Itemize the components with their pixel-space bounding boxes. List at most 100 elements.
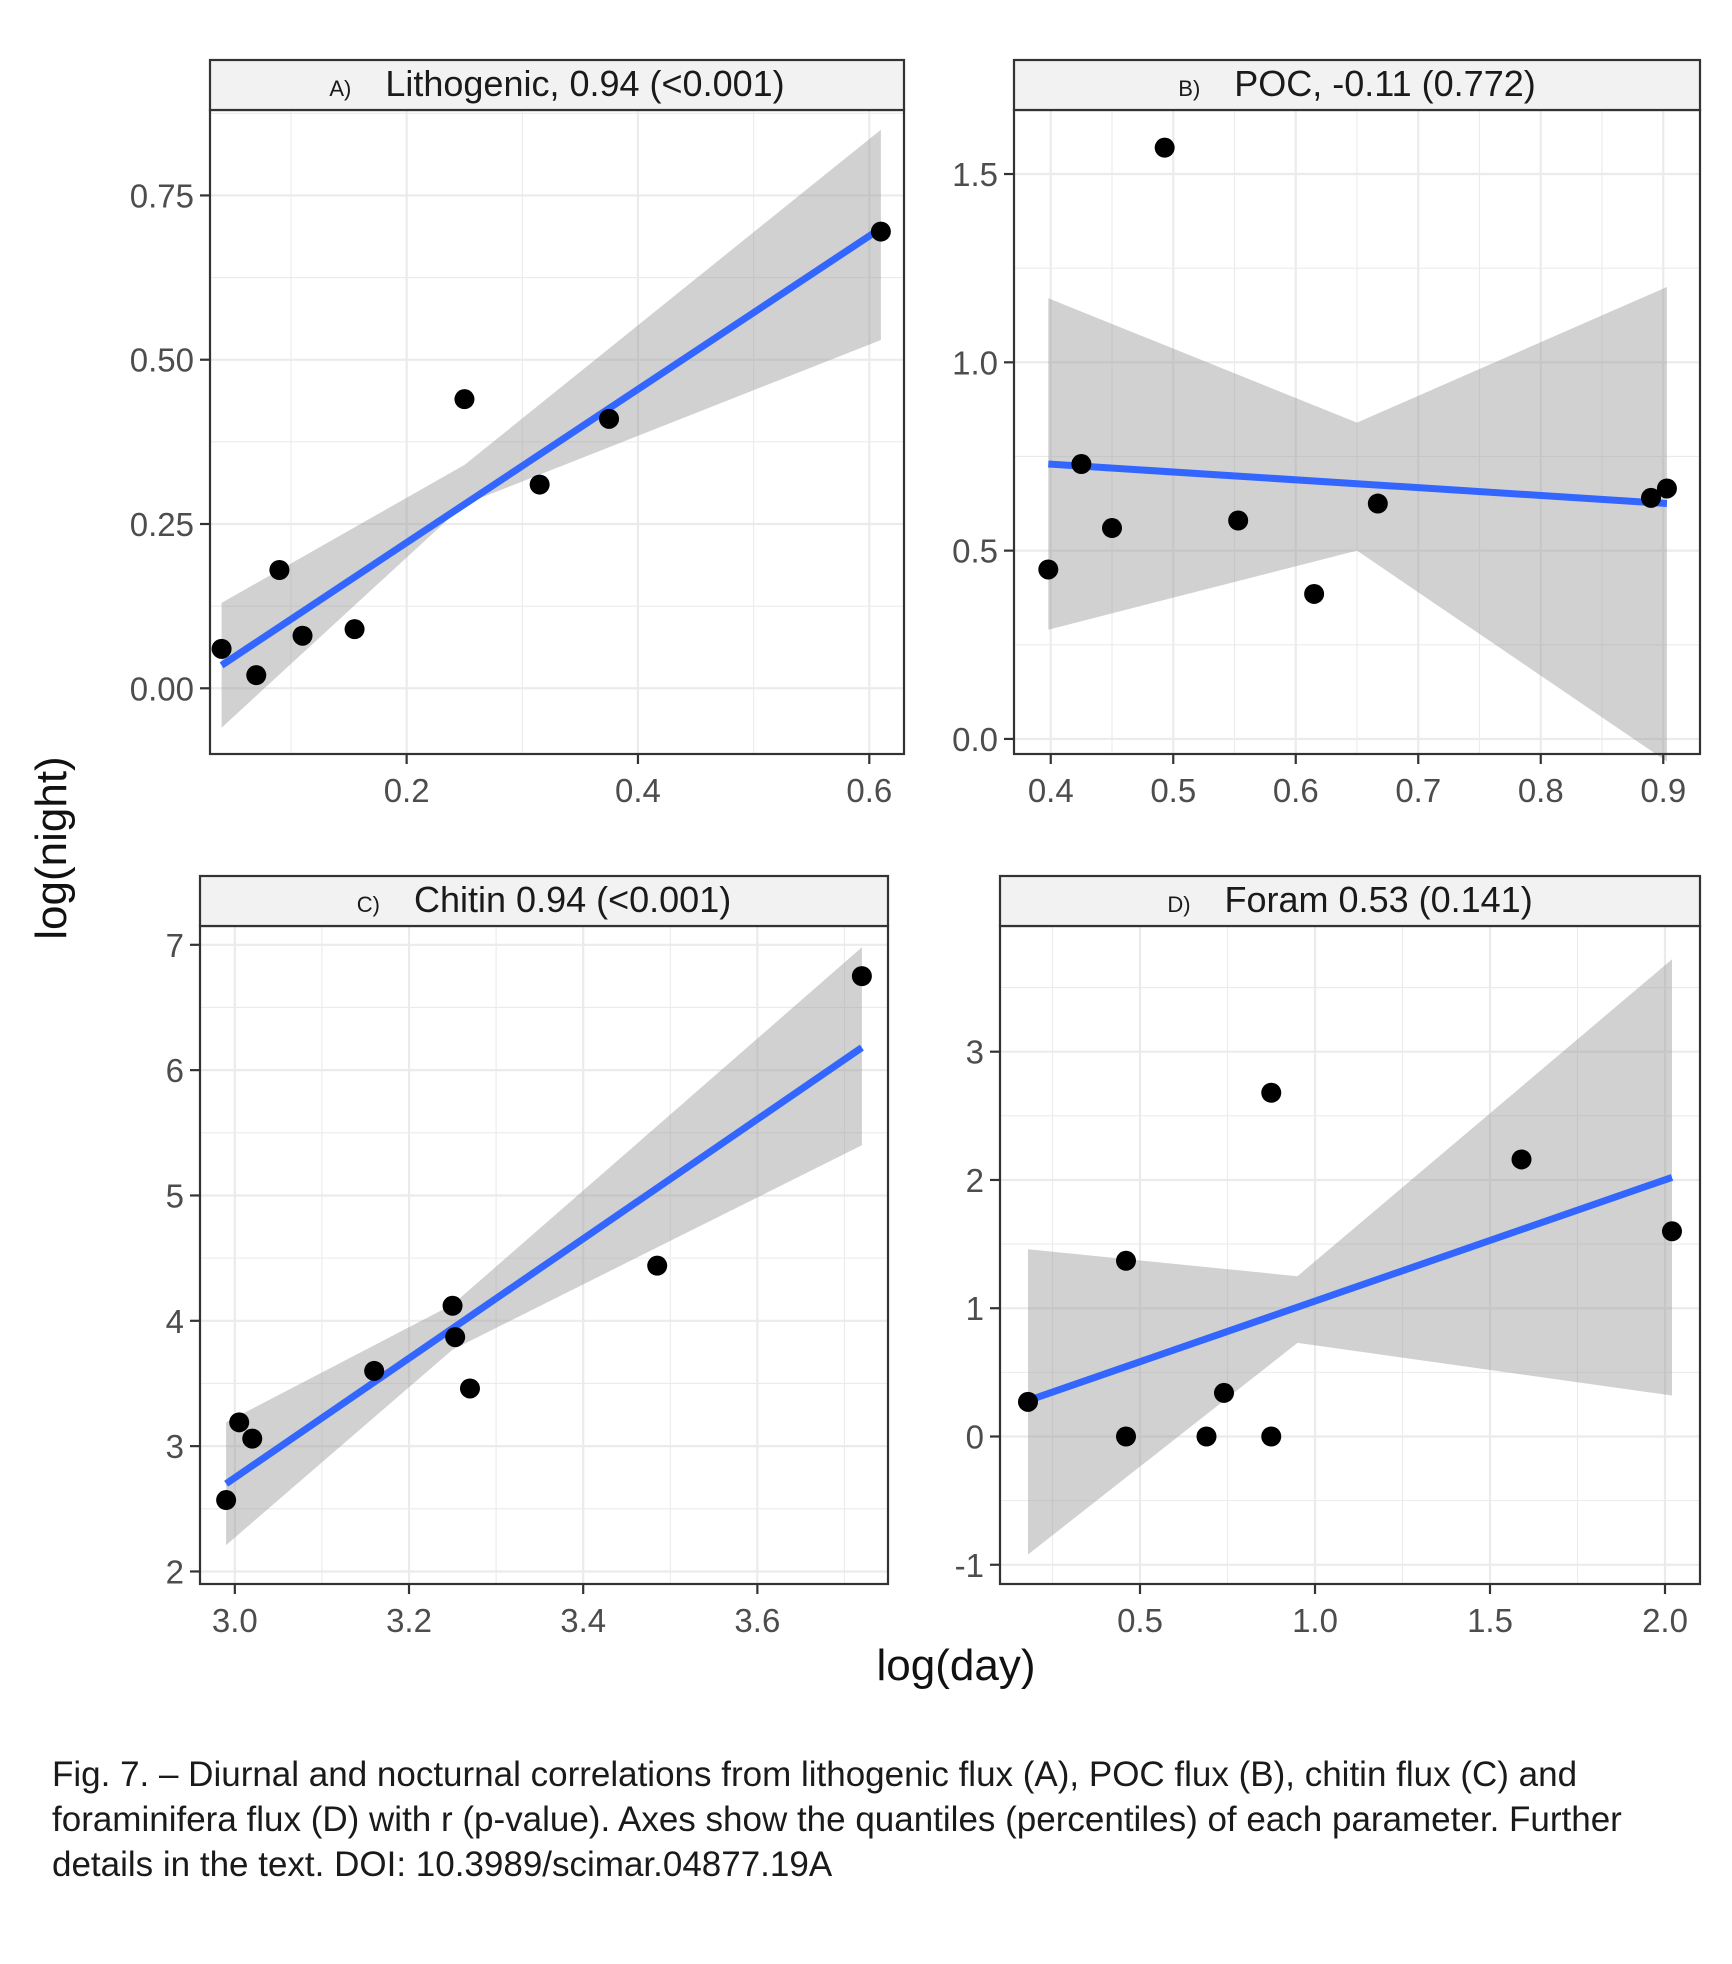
panel-c-y-tick-label: 6 [166, 1052, 184, 1089]
panel-d-confidence-band [1028, 959, 1672, 1555]
panel-a-y-tick-label: 0.25 [130, 506, 194, 543]
panel-d-point-8 [1511, 1149, 1532, 1170]
panel-b: B) POC, -0.11 (0.772) 0.4 0.5 0.6 0.7 0.8 0.9 0.… [952, 58, 1702, 809]
panel-c-x-tick-label: 3.0 [212, 1602, 258, 1639]
panel-d-point-3 [1116, 1426, 1136, 1447]
panel-c-title-text: Chitin 0.94 (<0.001) [414, 879, 731, 920]
panel-b-panel-letter: B) [1178, 76, 1200, 101]
panel-a-plot-bg [210, 110, 904, 754]
panel-b-x-tick-label: 0.7 [1395, 772, 1441, 809]
panel-d-point-7 [1261, 1426, 1282, 1447]
panel-c-y-tick-label: 7 [166, 927, 184, 964]
panel-d-fit-line [1026, 1174, 1674, 1404]
panel-c-y-tick-label: 4 [166, 1303, 184, 1340]
panel-d-x-tick-label: 0.5 [1117, 1602, 1163, 1639]
figure-caption: Fig. 7. – Diurnal and nocturnal correlat… [52, 1755, 1622, 1884]
panel-c-x-tick-label: 3.2 [386, 1602, 432, 1639]
panel-c-strip [198, 874, 890, 928]
panel-a-y-tick-label: 0.75 [130, 177, 194, 214]
panel-d-point-4 [1196, 1426, 1217, 1447]
panel-a-point-8 [599, 408, 620, 429]
panel-b-fit-line [1048, 460, 1668, 508]
panel-c-point-2 [229, 1412, 250, 1433]
panel-a-point-4 [292, 625, 313, 646]
panel-c-title: C) Chitin 0.94 (<0.001) [357, 879, 731, 920]
panel-c-y-tick-label: 2 [166, 1553, 184, 1590]
panel-c-point-7 [459, 1378, 480, 1399]
panel-a-point-9 [870, 221, 891, 242]
panel-d: D) Foram 0.53 (0.141) 0.5 1.0 1.5 2.0 -1 0 1 2 3 [955, 874, 1702, 1639]
panel-a-x-tick-label: 0.6 [846, 772, 892, 809]
x-axis-label: log(day) [877, 1641, 1036, 1690]
panel-d-x-tick-label: 1.0 [1292, 1602, 1338, 1639]
panel-a-confidence-band [221, 129, 881, 728]
panel-b-point-3 [1102, 518, 1122, 539]
panel-d-plot-bg [1000, 926, 1700, 1584]
panel-c-point-1 [216, 1490, 237, 1511]
panel-d-title: D) Foram 0.53 (0.141) [1167, 879, 1532, 920]
panel-a: A) Lithogenic, 0.94 (<0.001) 0.2 0.4 0.6 0.00… [130, 58, 906, 809]
panel-b-point-4 [1154, 137, 1175, 158]
panel-d-point-9 [1662, 1221, 1682, 1242]
panel-c-confidence-band [226, 947, 862, 1546]
panel-a-panel-letter: A) [329, 76, 351, 101]
panel-b-point-8 [1641, 487, 1661, 508]
panel-a-point-2 [246, 665, 267, 686]
panel-d-point-5 [1214, 1382, 1234, 1403]
panel-c-point-6 [445, 1327, 466, 1348]
panel-a-point-3 [269, 560, 290, 580]
panel-d-y-tick-label: -1 [955, 1547, 984, 1584]
panel-a-point-1 [211, 638, 232, 659]
panel-b-point-5 [1228, 510, 1249, 531]
panel-c-y-tick-label: 3 [166, 1428, 184, 1465]
panel-c-fit-line [224, 1044, 864, 1487]
figure-svg: log(night) log(day) A) Lithogenic, 0.94 (… [27, 58, 1702, 1690]
panel-c-x-tick-label: 3.4 [560, 1602, 606, 1639]
panel-c: C) Chitin 0.94 (<0.001) 3.0 3.2 3.4 3.6 2 3 4 5 6 7 [166, 874, 890, 1639]
panel-b-x-tick-label: 0.8 [1518, 772, 1564, 809]
panel-c-point-8 [647, 1255, 668, 1276]
panel-a-x-tick-label: 0.4 [615, 772, 661, 809]
panel-b-x-tick-label: 0.6 [1273, 772, 1319, 809]
panel-d-x-tick-label: 1.5 [1467, 1602, 1513, 1639]
panel-b-x-tick-label: 0.9 [1640, 772, 1686, 809]
panel-b-confidence-band [1048, 287, 1667, 762]
panel-d-point-2 [1116, 1250, 1136, 1271]
panel-c-y-tick-label: 5 [166, 1177, 184, 1214]
panel-a-y-tick-label: 0.50 [130, 342, 194, 379]
panel-b-y-tick-label: 1.0 [952, 344, 998, 381]
panel-b-point-7 [1367, 493, 1388, 514]
panel-c-point-5 [442, 1295, 463, 1316]
panel-a-x-tick-label: 0.2 [384, 772, 430, 809]
panel-a-fit-line [219, 225, 883, 669]
panel-d-point-1 [1018, 1391, 1038, 1412]
panel-b-point-2 [1071, 454, 1092, 475]
panel-d-y-tick-label: 2 [966, 1162, 984, 1199]
panel-b-point-1 [1038, 559, 1059, 580]
panel-a-strip [208, 58, 906, 112]
panel-d-strip [998, 874, 1702, 928]
panel-b-y-tick-label: 0.0 [952, 721, 998, 758]
panel-b-title: B) POC, -0.11 (0.772) [1178, 63, 1535, 104]
panel-b-x-tick-label: 0.4 [1028, 772, 1074, 809]
panel-b-y-tick-label: 0.5 [952, 533, 998, 570]
panel-a-y-tick-label: 0.00 [130, 670, 194, 707]
panel-d-title-text: Foram 0.53 (0.141) [1225, 879, 1533, 920]
panel-a-title-text: Lithogenic, 0.94 (<0.001) [385, 63, 784, 104]
panel-b-title-text: POC, -0.11 (0.772) [1234, 63, 1535, 104]
panel-c-point-9 [851, 966, 872, 987]
panel-a-point-5 [344, 619, 365, 640]
panel-c-panel-letter: C) [357, 892, 380, 917]
panel-b-y-tick-label: 1.5 [952, 156, 998, 193]
panel-d-panel-letter: D) [1167, 892, 1190, 917]
panel-d-x-tick-label: 2.0 [1642, 1602, 1688, 1639]
panel-c-point-3 [242, 1428, 263, 1449]
panel-d-y-tick-label: 1 [966, 1290, 984, 1327]
panel-c-x-tick-label: 3.6 [734, 1602, 780, 1639]
y-axis-label: log(night) [27, 756, 76, 939]
panel-b-strip [1012, 58, 1702, 112]
panel-c-plot-bg [200, 926, 888, 1584]
panel-d-point-6 [1261, 1082, 1282, 1103]
panel-b-point-6 [1304, 583, 1325, 604]
panel-a-point-6 [454, 389, 475, 410]
